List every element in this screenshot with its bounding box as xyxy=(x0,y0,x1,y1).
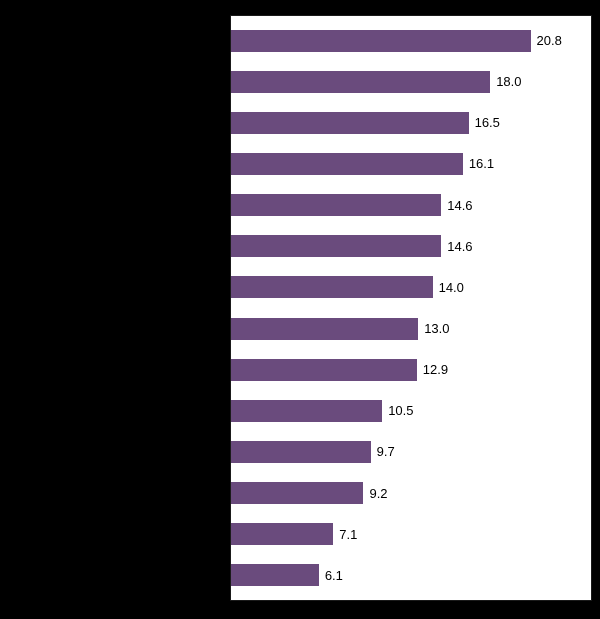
bar xyxy=(231,111,469,134)
category-label-area xyxy=(0,0,230,619)
bar xyxy=(231,523,334,546)
bar-value-label: 7.1 xyxy=(339,526,358,542)
bar-value-label: 9.2 xyxy=(369,485,388,501)
bar-value-label: 13.0 xyxy=(424,321,450,337)
bar-row: 20.8 xyxy=(231,20,591,61)
bar-row: 16.5 xyxy=(231,102,591,143)
bar xyxy=(231,564,319,587)
bar xyxy=(231,317,419,340)
bar-row: 12.9 xyxy=(231,349,591,390)
bar-row: 14.6 xyxy=(231,226,591,267)
bar-row: 18.0 xyxy=(231,61,591,102)
bar-value-label: 14.6 xyxy=(447,197,473,213)
bar xyxy=(231,70,491,93)
bar-row: 16.1 xyxy=(231,143,591,184)
bar-row: 9.7 xyxy=(231,431,591,472)
bar xyxy=(231,276,433,299)
bar-value-label: 20.8 xyxy=(536,33,562,49)
bar-value-label: 14.0 xyxy=(438,279,464,295)
bar xyxy=(231,399,383,422)
bar-row: 13.0 xyxy=(231,308,591,349)
bar xyxy=(231,29,531,52)
bar-value-label: 10.5 xyxy=(388,403,414,419)
bar-row: 6.1 xyxy=(231,555,591,596)
bar-value-label: 6.1 xyxy=(324,567,343,583)
bar-value-label: 9.7 xyxy=(376,444,395,460)
bar-value-label: 18.0 xyxy=(496,74,522,90)
bar xyxy=(231,152,463,175)
bar xyxy=(231,440,371,463)
plot-area: 20.8 18.0 16.5 16.1 14.6 14.6 14.0 13.0 12.9 10.5… xyxy=(230,15,592,601)
bar-row: 14.6 xyxy=(231,185,591,226)
bar-value-label: 14.6 xyxy=(447,238,473,254)
bar-value-label: 16.5 xyxy=(474,115,500,131)
bar-row: 7.1 xyxy=(231,514,591,555)
bar-series: 20.8 18.0 16.5 16.1 14.6 14.6 14.0 13.0 12.9 10.5… xyxy=(231,16,591,600)
bar xyxy=(231,358,417,381)
bar xyxy=(231,235,442,258)
bar xyxy=(231,194,442,217)
bar-value-label: 12.9 xyxy=(422,362,449,378)
bar xyxy=(231,482,364,505)
bar-row: 9.2 xyxy=(231,473,591,514)
bar-row: 10.5 xyxy=(231,390,591,431)
bar-row: 14.0 xyxy=(231,267,591,308)
bar-value-label: 16.1 xyxy=(468,156,495,172)
